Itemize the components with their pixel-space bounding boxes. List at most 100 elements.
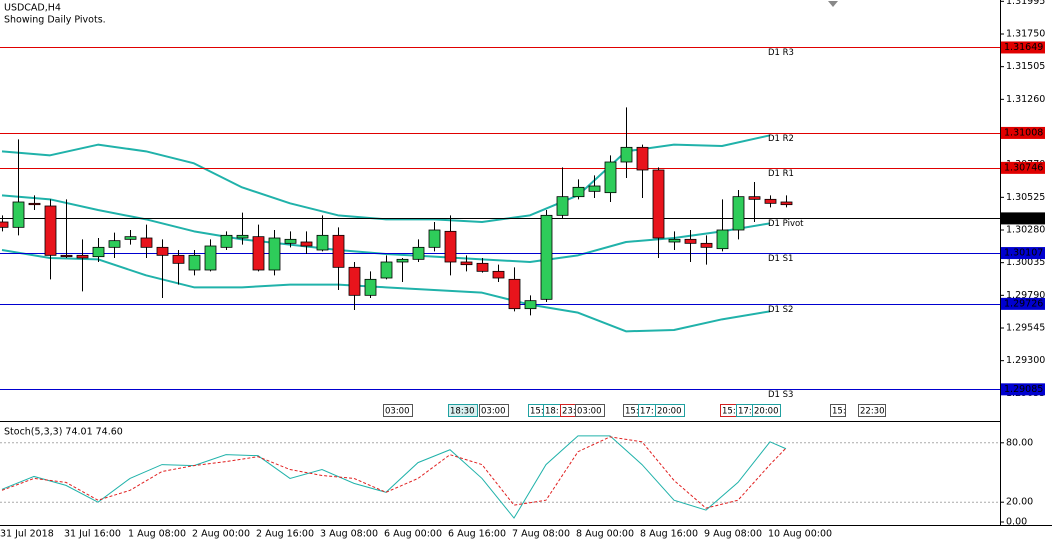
price-box: [1001, 297, 1045, 310]
candle-body: [44, 205, 57, 256]
y-tick-label: 1.30035: [1006, 257, 1045, 268]
session-box: [655, 404, 685, 417]
candle-body: [284, 238, 297, 244]
candle-body: [60, 254, 73, 258]
candle-body: [636, 146, 649, 171]
session-label: 15:: [530, 407, 544, 417]
candle-body: [748, 196, 761, 200]
chart-title: USDCAD,H4: [4, 3, 61, 14]
candle-body: [652, 169, 665, 239]
y-tick-label: 1.29545: [1006, 323, 1045, 334]
candle-body: [364, 278, 377, 296]
candle-body: [460, 261, 473, 266]
price-box-label: 1.29726: [1004, 298, 1043, 309]
candle-body: [300, 241, 313, 247]
x-tick-label: 8 Aug 16:00: [640, 529, 698, 540]
candle-body: [380, 261, 393, 279]
pivot-label: D1 R3: [768, 48, 794, 58]
session-label: 03:00: [385, 407, 410, 417]
candle-body: [204, 245, 217, 271]
session-box: [575, 404, 605, 417]
candle-body: [220, 234, 233, 248]
candle-body: [92, 246, 105, 258]
candle-body: [316, 234, 329, 251]
pivot-label: D1 S3: [768, 390, 793, 400]
session-label: 23:: [562, 407, 576, 417]
candle-body: [700, 242, 713, 248]
x-tick-label: 10 Aug 00:00: [768, 529, 832, 540]
candle-body: [508, 278, 521, 310]
y-tick-label: 1.31505: [1006, 61, 1045, 72]
candle-body: [140, 237, 153, 248]
candle-body: [764, 198, 777, 204]
candle-body: [492, 270, 505, 279]
y-tick-label: 1.31995: [1006, 0, 1045, 7]
price-box-label: 1.29085: [1004, 384, 1043, 395]
y-tick-label: 1.30525: [1006, 192, 1045, 203]
stoch-line: [1, 435, 787, 519]
session-box: [858, 404, 886, 417]
y-tick-label: 1.31260: [1006, 94, 1045, 105]
session-box: [830, 404, 846, 417]
y-tick-label: 20.00: [1006, 497, 1033, 508]
session-label: 15:: [832, 407, 846, 417]
session-box: [752, 404, 781, 417]
price-box-label: 1.30107: [1004, 248, 1043, 259]
y-tick-label: 80.00: [1006, 437, 1033, 448]
candle-body: [108, 240, 121, 248]
candle-body: [268, 237, 281, 271]
candle-body: [188, 254, 201, 271]
stoch-line: [1, 436, 787, 509]
candle-body: [540, 214, 553, 300]
price-box: [1001, 383, 1045, 396]
candle-body: [428, 229, 441, 248]
price-box: [1001, 212, 1045, 225]
candle-body: [412, 246, 425, 260]
candle-body: [76, 254, 89, 259]
candle-body: [124, 236, 137, 240]
x-tick-label: 7 Aug 08:00: [512, 529, 570, 540]
session-label: 03:00: [481, 407, 506, 417]
candle-body: [348, 266, 361, 296]
session-label: 03:00: [577, 407, 602, 417]
x-tick-label: 31 Jul 2018: [0, 529, 54, 540]
y-tick-label: 1.30280: [1006, 225, 1045, 236]
band-line: [1, 249, 771, 333]
price-box: [1001, 161, 1045, 174]
session-box: [479, 404, 509, 417]
candle-body: [572, 186, 585, 198]
candle-body: [476, 262, 489, 272]
candle-body: [524, 300, 537, 310]
candle-body: [236, 234, 249, 239]
session-label: 17:: [640, 407, 654, 417]
x-tick-label: 6 Aug 16:00: [448, 529, 506, 540]
candle-body: [444, 230, 457, 263]
session-label: 15:: [722, 407, 736, 417]
y-tick-label: 0.00: [1006, 517, 1027, 528]
candle-body: [588, 185, 601, 192]
y-tick-label: 1.29300: [1006, 355, 1045, 366]
candle-body: [732, 196, 745, 231]
x-tick-label: 9 Aug 08:00: [704, 529, 762, 540]
candle-body: [156, 246, 169, 256]
indicator-title: Stoch(5,3,3) 74.01 74.60: [4, 427, 123, 438]
y-tick-label: 1.31750: [1006, 29, 1045, 40]
price-box-label: 1.30746: [1004, 162, 1043, 173]
scroll-marker[interactable]: [828, 1, 838, 7]
pivot-label: D1 R1: [768, 169, 794, 179]
price-box: [1001, 126, 1045, 139]
candle-body: [396, 258, 409, 263]
candle-body: [332, 234, 345, 268]
candle-body: [620, 146, 633, 163]
candle-body: [668, 238, 681, 243]
session-label: 18:30: [450, 407, 475, 417]
session-label: 18:: [545, 407, 559, 417]
candle-body: [716, 229, 729, 250]
x-tick-label: 8 Aug 00:00: [576, 529, 634, 540]
candle-body: [556, 196, 569, 216]
price-box-label: 1.31649: [1004, 42, 1043, 53]
x-tick-label: 6 Aug 00:00: [384, 529, 442, 540]
x-tick-label: 2 Aug 00:00: [192, 529, 250, 540]
